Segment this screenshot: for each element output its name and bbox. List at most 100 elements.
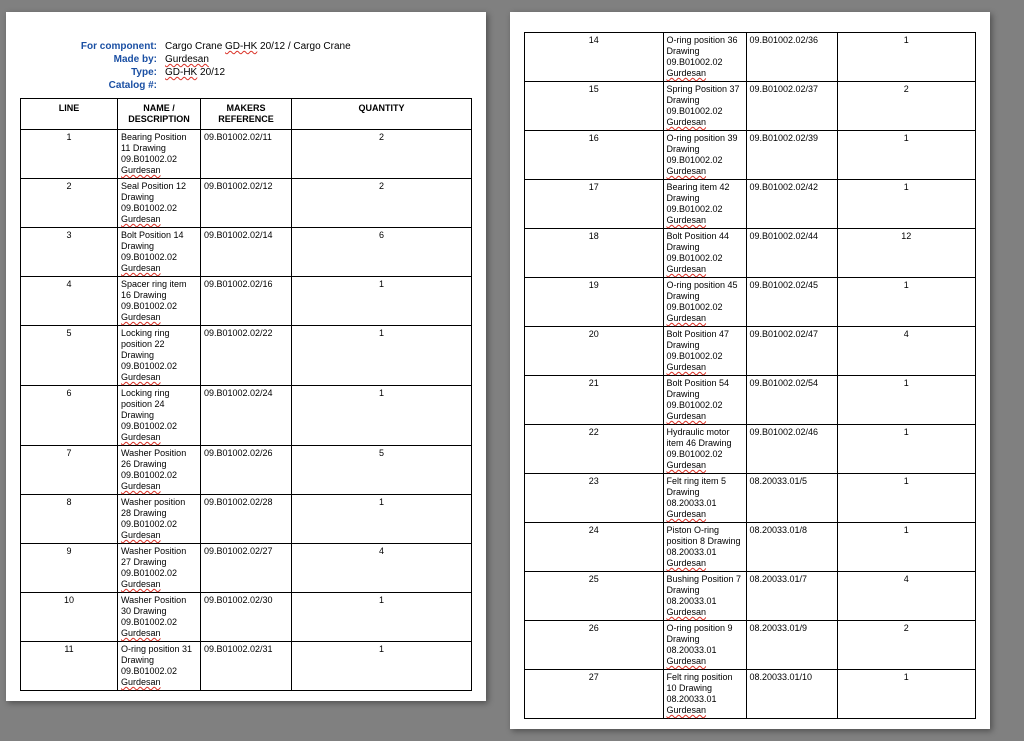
cell-name-text: Washer Position 26 Drawing 09.B01002.02 <box>121 448 186 480</box>
col-header-ref: MAKERS REFERENCE <box>201 99 292 130</box>
cell-name-squiggle: Gurdesan <box>667 166 707 176</box>
cell-qty: 12 <box>837 229 976 278</box>
cell-name: Felt ring position 10 Drawing 08.20033.0… <box>663 670 746 719</box>
cell-name: Bushing Position 7 Drawing 08.20033.01 G… <box>663 572 746 621</box>
cell-name-squiggle: Gurdesan <box>121 432 161 442</box>
cell-qty: 1 <box>292 495 472 544</box>
cell-ref: 09.B01002.02/54 <box>746 376 837 425</box>
cell-name-text: Washer position 28 Drawing 09.B01002.02 <box>121 497 185 529</box>
cell-qty: 1 <box>292 277 472 326</box>
label-type: Type: <box>62 66 161 79</box>
col-header-name: NAME / DESCRIPTION <box>118 99 201 130</box>
table-row: 5Locking ring position 22 Drawing 09.B01… <box>21 326 472 386</box>
cell-name-squiggle: Gurdesan <box>667 656 707 666</box>
cell-name: Locking ring position 22 Drawing 09.B010… <box>118 326 201 386</box>
cell-qty: 4 <box>837 572 976 621</box>
cell-qty: 2 <box>292 130 472 179</box>
cell-name-squiggle: Gurdesan <box>667 68 707 78</box>
cell-name-squiggle: Gurdesan <box>667 362 707 372</box>
cell-name: Bolt Position 44 Drawing 09.B01002.02 Gu… <box>663 229 746 278</box>
value-made-by: Gurdesan <box>161 53 412 66</box>
cell-line: 27 <box>525 670 664 719</box>
cell-line: 4 <box>21 277 118 326</box>
cell-line: 23 <box>525 474 664 523</box>
cell-name-squiggle: Gurdesan <box>667 705 707 715</box>
cell-line: 11 <box>21 642 118 691</box>
cell-ref: 09.B01002.02/36 <box>746 33 837 82</box>
cell-name-squiggle: Gurdesan <box>121 677 161 687</box>
cell-line: 9 <box>21 544 118 593</box>
cell-name-text: Washer Position 27 Drawing 09.B01002.02 <box>121 546 186 578</box>
cell-line: 20 <box>525 327 664 376</box>
cell-name: O-ring position 9 Drawing 08.20033.01 Gu… <box>663 621 746 670</box>
cell-name-text: O-ring position 39 Drawing 09.B01002.02 <box>667 133 738 165</box>
cell-ref: 08.20033.01/9 <box>746 621 837 670</box>
cell-name-squiggle: Gurdesan <box>667 264 707 274</box>
table-row: 21Bolt Position 54 Drawing 09.B01002.02 … <box>525 376 976 425</box>
table-row: 2Seal Position 12 Drawing 09.B01002.02 G… <box>21 179 472 228</box>
value-catalog <box>161 79 412 92</box>
cell-qty: 1 <box>837 425 976 474</box>
cell-name-text: Seal Position 12 Drawing 09.B01002.02 <box>121 181 186 213</box>
made-by-text: Gurdesan <box>165 54 209 65</box>
cell-line: 3 <box>21 228 118 277</box>
cell-ref: 09.B01002.02/11 <box>201 130 292 179</box>
cell-name-squiggle: Gurdesan <box>121 530 161 540</box>
cell-line: 2 <box>21 179 118 228</box>
cell-name-text: Bolt Position 14 Drawing 09.B01002.02 <box>121 230 184 262</box>
cell-ref: 09.B01002.02/22 <box>201 326 292 386</box>
cell-ref: 09.B01002.02/42 <box>746 180 837 229</box>
document-workspace: For component: Cargo Crane GD-HK 20/12 /… <box>0 0 1024 741</box>
cell-name-text: Bolt Position 47 Drawing 09.B01002.02 <box>667 329 730 361</box>
table-row: 10Washer Position 30 Drawing 09.B01002.0… <box>21 593 472 642</box>
cell-name: Bolt Position 14 Drawing 09.B01002.02 Gu… <box>118 228 201 277</box>
table-row: 19O-ring position 45 Drawing 09.B01002.0… <box>525 278 976 327</box>
cell-ref: 09.B01002.02/27 <box>201 544 292 593</box>
cell-qty: 1 <box>837 33 976 82</box>
cell-qty: 2 <box>292 179 472 228</box>
cell-line: 1 <box>21 130 118 179</box>
cell-name-text: Washer Position 30 Drawing 09.B01002.02 <box>121 595 186 627</box>
cell-ref: 09.B01002.02/39 <box>746 131 837 180</box>
parts-table-page2: 1 4 O-ring position 36 Drawing 09.B01002.0… <box>524 32 976 719</box>
cell-name-squiggle: Gurdesan <box>667 460 707 470</box>
cell-ref: 09.B01002.02/28 <box>201 495 292 544</box>
table-row: 9Washer Position 27 Drawing 09.B01002.02… <box>21 544 472 593</box>
cell-ref: 09.B01002.02/12 <box>201 179 292 228</box>
table-row: 7Washer Position 26 Drawing 09.B01002.02… <box>21 446 472 495</box>
cell-line: 19 <box>525 278 664 327</box>
cell-ref: 09.B01002.02/47 <box>746 327 837 376</box>
cell-line: 18 <box>525 229 664 278</box>
table-row: 23Felt ring item 5 Drawing 08.20033.01 G… <box>525 474 976 523</box>
table-row: 8Washer position 28 Drawing 09.B01002.02… <box>21 495 472 544</box>
cell-name-squiggle: Gurdesan <box>667 117 707 127</box>
cell-name: Piston O-ring position 8 Drawing 08.2003… <box>663 523 746 572</box>
cell-name-text: O-ring position 31 Drawing 09.B01002.02 <box>121 644 192 676</box>
table-row: 20Bolt Position 47 Drawing 09.B01002.02 … <box>525 327 976 376</box>
cell-qty: 2 <box>837 82 976 131</box>
type-text-squiggle: GD-HK <box>165 67 197 78</box>
cell-name-text: O-ring position 9 Drawing 08.20033.01 <box>667 623 733 655</box>
label-catalog: Catalog #: <box>62 79 161 92</box>
table-row: 3Bolt Position 14 Drawing 09.B01002.02 G… <box>21 228 472 277</box>
cell-name-squiggle: Gurdesan <box>121 481 161 491</box>
cell-name-text: Spacer ring item 16 Drawing 09.B01002.02 <box>121 279 187 311</box>
cell-name-squiggle: Gurdesan <box>667 607 707 617</box>
cell-name-text: Bolt Position 54 Drawing 09.B01002.02 <box>667 378 730 410</box>
cell-ref: 09.B01002.02/24 <box>201 386 292 446</box>
cell-name-text: Felt ring position 10 Drawing 08.20033.0… <box>667 672 733 704</box>
cell-ref: 09.B01002.02/45 <box>746 278 837 327</box>
label-component: For component: <box>62 40 161 53</box>
cell-name-squiggle: Gurdesan <box>121 312 161 322</box>
cell-name-text: Spring Position 37 Drawing 09.B01002.02 <box>667 84 740 116</box>
cell-name: O-ring position 36 Drawing 09.B01002.02 … <box>663 33 746 82</box>
table-row: 25Bushing Position 7 Drawing 08.20033.01… <box>525 572 976 621</box>
cell-name: Washer Position 27 Drawing 09.B01002.02 … <box>118 544 201 593</box>
cell-qty: 1 <box>837 474 976 523</box>
cell-name-text: O-ring position 45 Drawing 09.B01002.02 <box>667 280 738 312</box>
cell-line: 24 <box>525 523 664 572</box>
cell-line: 17 <box>525 180 664 229</box>
table-row: 15Spring Position 37 Drawing 09.B01002.0… <box>525 82 976 131</box>
cell-name: Spacer ring item 16 Drawing 09.B01002.02… <box>118 277 201 326</box>
cell-name-squiggle: Gurdesan <box>667 215 707 225</box>
